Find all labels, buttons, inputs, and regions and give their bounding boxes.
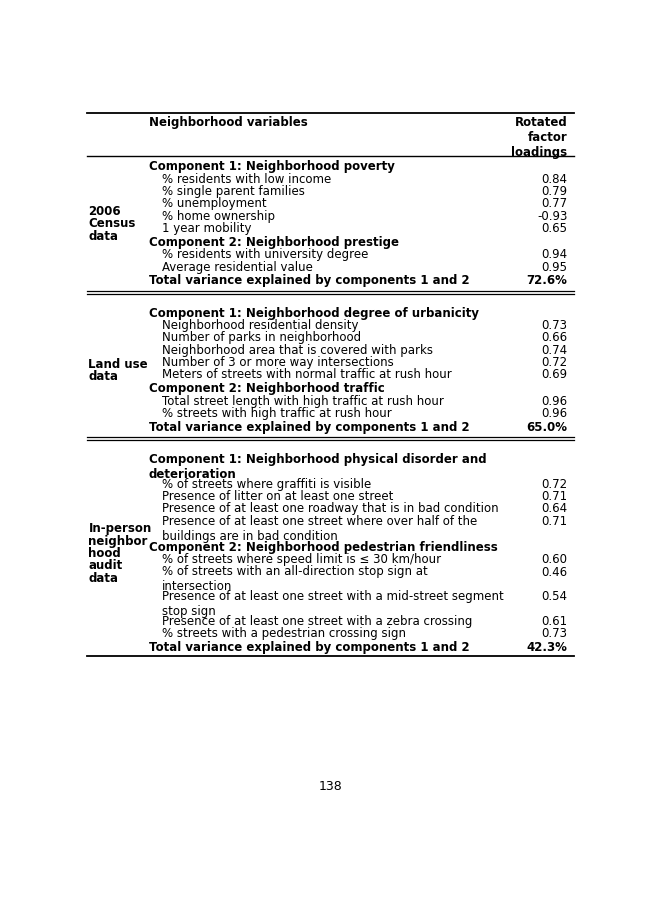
Text: Total variance explained by components 1 and 2: Total variance explained by components 1…	[149, 275, 470, 287]
Text: Number of parks in neighborhood: Number of parks in neighborhood	[162, 332, 361, 344]
Text: % streets with a pedestrian crossing sign: % streets with a pedestrian crossing sig…	[162, 627, 406, 640]
Text: % streets with high traffic at rush hour: % streets with high traffic at rush hour	[162, 407, 392, 420]
Text: 0.66: 0.66	[541, 332, 568, 344]
Text: 42.3%: 42.3%	[526, 641, 568, 654]
Text: 0.72: 0.72	[541, 356, 568, 369]
Text: % of streets with an all-direction stop sign at
intersection: % of streets with an all-direction stop …	[162, 566, 428, 594]
Text: 0.94: 0.94	[541, 249, 568, 261]
Text: % unemployment: % unemployment	[162, 197, 266, 211]
Text: Presence of at least one roadway that is in bad condition: Presence of at least one roadway that is…	[162, 503, 499, 515]
Text: Component 2: Neighborhood traffic: Component 2: Neighborhood traffic	[149, 382, 384, 396]
Text: audit: audit	[88, 560, 123, 572]
Text: 0.54: 0.54	[541, 590, 568, 603]
Text: Component 2: Neighborhood prestige: Component 2: Neighborhood prestige	[149, 236, 399, 249]
Text: % residents with university degree: % residents with university degree	[162, 249, 368, 261]
Text: Total street length with high traffic at rush hour: Total street length with high traffic at…	[162, 395, 444, 407]
Text: 65.0%: 65.0%	[526, 421, 568, 433]
Text: 2006: 2006	[88, 205, 121, 218]
Text: Total variance explained by components 1 and 2: Total variance explained by components 1…	[149, 421, 470, 433]
Text: Number of 3 or more way intersections: Number of 3 or more way intersections	[162, 356, 393, 369]
Text: 0.96: 0.96	[541, 407, 568, 420]
Text: 0.77: 0.77	[541, 197, 568, 211]
Text: 0.73: 0.73	[541, 319, 568, 332]
Text: Component 1: Neighborhood physical disorder and
deterioration: Component 1: Neighborhood physical disor…	[149, 453, 486, 481]
Text: Neighborhood variables: Neighborhood variables	[149, 116, 308, 129]
Text: 0.71: 0.71	[541, 514, 568, 528]
Text: Meters of streets with normal traffic at rush hour: Meters of streets with normal traffic at…	[162, 369, 452, 381]
Text: Land use: Land use	[88, 358, 148, 370]
Text: 0.74: 0.74	[541, 344, 568, 357]
Text: % of streets where speed limit is ≤ 30 km/hour: % of streets where speed limit is ≤ 30 k…	[162, 553, 441, 566]
Text: % residents with low income: % residents with low income	[162, 173, 332, 186]
Text: 1 year mobility: 1 year mobility	[162, 222, 252, 235]
Text: 0.60: 0.60	[541, 553, 568, 566]
Text: % single parent families: % single parent families	[162, 185, 305, 198]
Text: Component 1: Neighborhood degree of urbanicity: Component 1: Neighborhood degree of urba…	[149, 306, 479, 320]
Text: Average residential value: Average residential value	[162, 260, 313, 274]
Text: Component 2: Neighborhood pedestrian friendliness: Component 2: Neighborhood pedestrian fri…	[149, 541, 497, 554]
Text: neighbor: neighbor	[88, 534, 148, 548]
Text: Presence of at least one street with a mid-street segment
stop sign: Presence of at least one street with a m…	[162, 590, 504, 618]
Text: Neighborhood area that is covered with parks: Neighborhood area that is covered with p…	[162, 344, 433, 357]
Text: Component 1: Neighborhood poverty: Component 1: Neighborhood poverty	[149, 160, 395, 174]
Text: data: data	[88, 571, 119, 585]
Text: 0.73: 0.73	[541, 627, 568, 640]
Text: Presence of at least one street with a zebra crossing: Presence of at least one street with a z…	[162, 614, 472, 628]
Text: 0.95: 0.95	[541, 260, 568, 274]
Text: Census: Census	[88, 217, 135, 231]
Text: Presence of at least one street where over half of the
buildings are in bad cond: Presence of at least one street where ov…	[162, 514, 477, 542]
Text: In-person: In-person	[88, 523, 152, 535]
Text: 0.84: 0.84	[541, 173, 568, 186]
Text: 0.64: 0.64	[541, 503, 568, 515]
Text: 0.72: 0.72	[541, 478, 568, 491]
Text: data: data	[88, 230, 119, 242]
Text: 72.6%: 72.6%	[526, 275, 568, 287]
Text: Rotated
factor
loadings: Rotated factor loadings	[511, 116, 568, 159]
Text: 0.65: 0.65	[541, 222, 568, 235]
Text: Presence of litter on at least one street: Presence of litter on at least one stree…	[162, 490, 393, 503]
Text: 0.96: 0.96	[541, 395, 568, 407]
Text: Neighborhood residential density: Neighborhood residential density	[162, 319, 359, 332]
Text: % home ownership: % home ownership	[162, 210, 275, 223]
Text: 0.69: 0.69	[541, 369, 568, 381]
Text: -0.93: -0.93	[537, 210, 568, 223]
Text: 0.71: 0.71	[541, 490, 568, 503]
Text: 0.46: 0.46	[541, 566, 568, 578]
Text: 138: 138	[318, 779, 342, 793]
Text: data: data	[88, 370, 119, 383]
Text: 0.61: 0.61	[541, 614, 568, 628]
Text: hood: hood	[88, 547, 121, 560]
Text: 0.79: 0.79	[541, 185, 568, 198]
Text: % of streets where graffiti is visible: % of streets where graffiti is visible	[162, 478, 372, 491]
Text: Total variance explained by components 1 and 2: Total variance explained by components 1…	[149, 641, 470, 654]
